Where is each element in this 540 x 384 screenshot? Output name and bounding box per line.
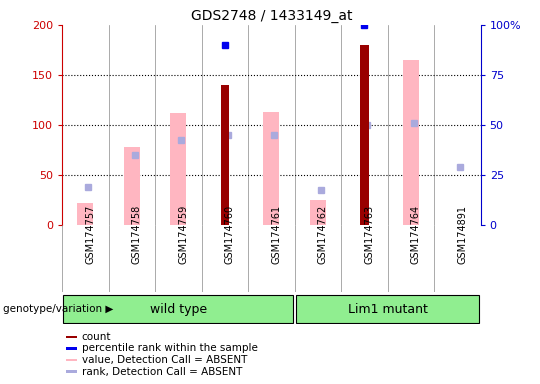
Bar: [66, 336, 77, 338]
Bar: [66, 359, 77, 361]
Text: percentile rank within the sample: percentile rank within the sample: [82, 343, 258, 354]
Bar: [77, 203, 93, 225]
Bar: [63, 295, 293, 323]
Text: GSM174761: GSM174761: [272, 205, 281, 264]
Text: genotype/variation ▶: genotype/variation ▶: [3, 304, 113, 314]
Bar: [263, 112, 280, 225]
Text: wild type: wild type: [150, 303, 207, 316]
Text: GSM174762: GSM174762: [318, 205, 328, 264]
Text: GSM174760: GSM174760: [225, 205, 235, 264]
Text: rank, Detection Call = ABSENT: rank, Detection Call = ABSENT: [82, 366, 242, 377]
Bar: [66, 347, 77, 350]
Bar: [66, 370, 77, 373]
Text: GSM174764: GSM174764: [411, 205, 421, 264]
Text: value, Detection Call = ABSENT: value, Detection Call = ABSENT: [82, 355, 247, 365]
Text: GSM174758: GSM174758: [132, 205, 142, 264]
Text: GSM174763: GSM174763: [364, 205, 374, 264]
Bar: [124, 147, 140, 225]
Text: Lim1 mutant: Lim1 mutant: [348, 303, 428, 316]
Text: GSM174759: GSM174759: [178, 205, 188, 264]
Text: GSM174757: GSM174757: [85, 205, 96, 265]
Bar: [310, 200, 326, 225]
Text: count: count: [82, 332, 111, 342]
Title: GDS2748 / 1433149_at: GDS2748 / 1433149_at: [191, 8, 352, 23]
Bar: [360, 45, 368, 225]
Bar: [221, 85, 229, 225]
Bar: [170, 113, 186, 225]
Bar: [403, 60, 419, 225]
Text: GSM174891: GSM174891: [457, 205, 467, 264]
Bar: [296, 295, 480, 323]
